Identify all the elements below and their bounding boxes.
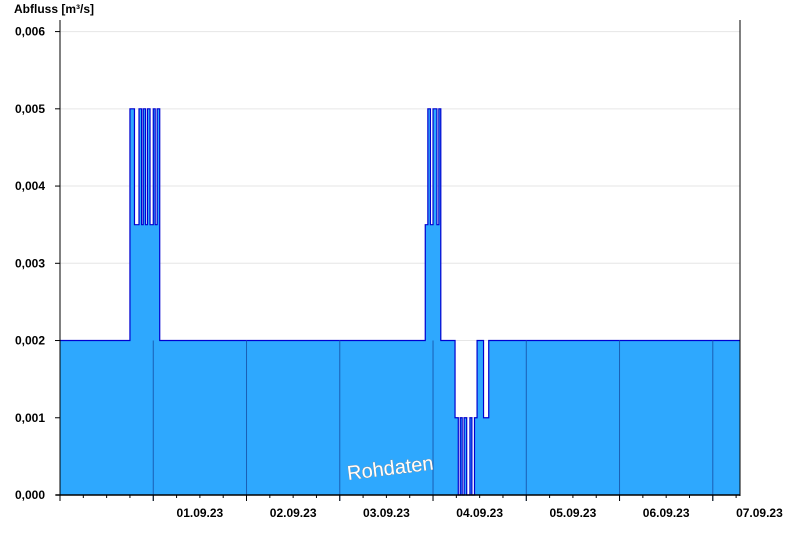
x-axis-ticks: 01.09.23 02.09.23 03.09.23 04.09.23 05.09.23… [59, 495, 783, 520]
y-tick-label: 0,005 [15, 102, 45, 116]
series-fill [60, 108, 740, 495]
series-line [60, 108, 740, 496]
series-area [60, 108, 740, 496]
axes [56, 20, 741, 496]
y-tick-label: 0,003 [15, 256, 45, 270]
x-tick-label: 02.09.23 [270, 506, 317, 520]
x-tick-label: 06.09.23 [643, 506, 690, 520]
y-axis-ticks: 0,000 0,001 0,002 0,003 0,004 0,005 0,006 [15, 25, 60, 502]
y-tick-label: 0,004 [15, 179, 45, 193]
x-tick-label: 04.09.23 [456, 506, 503, 520]
x-tick-label: 03.09.23 [363, 506, 410, 520]
y-tick-label: 0,006 [15, 25, 45, 39]
y-axis-title: Abfluss [m³/s] [14, 2, 94, 16]
x-tick-label: 07.09.23 [736, 506, 783, 520]
x-tick-label: 05.09.23 [550, 506, 597, 520]
x-tick-label: 01.09.23 [177, 506, 224, 520]
y-tick-label: 0,000 [15, 488, 45, 502]
y-tick-label: 0,001 [15, 411, 45, 425]
day-boundary-lines [152, 340, 714, 501]
y-tick-label: 0,002 [15, 334, 45, 348]
